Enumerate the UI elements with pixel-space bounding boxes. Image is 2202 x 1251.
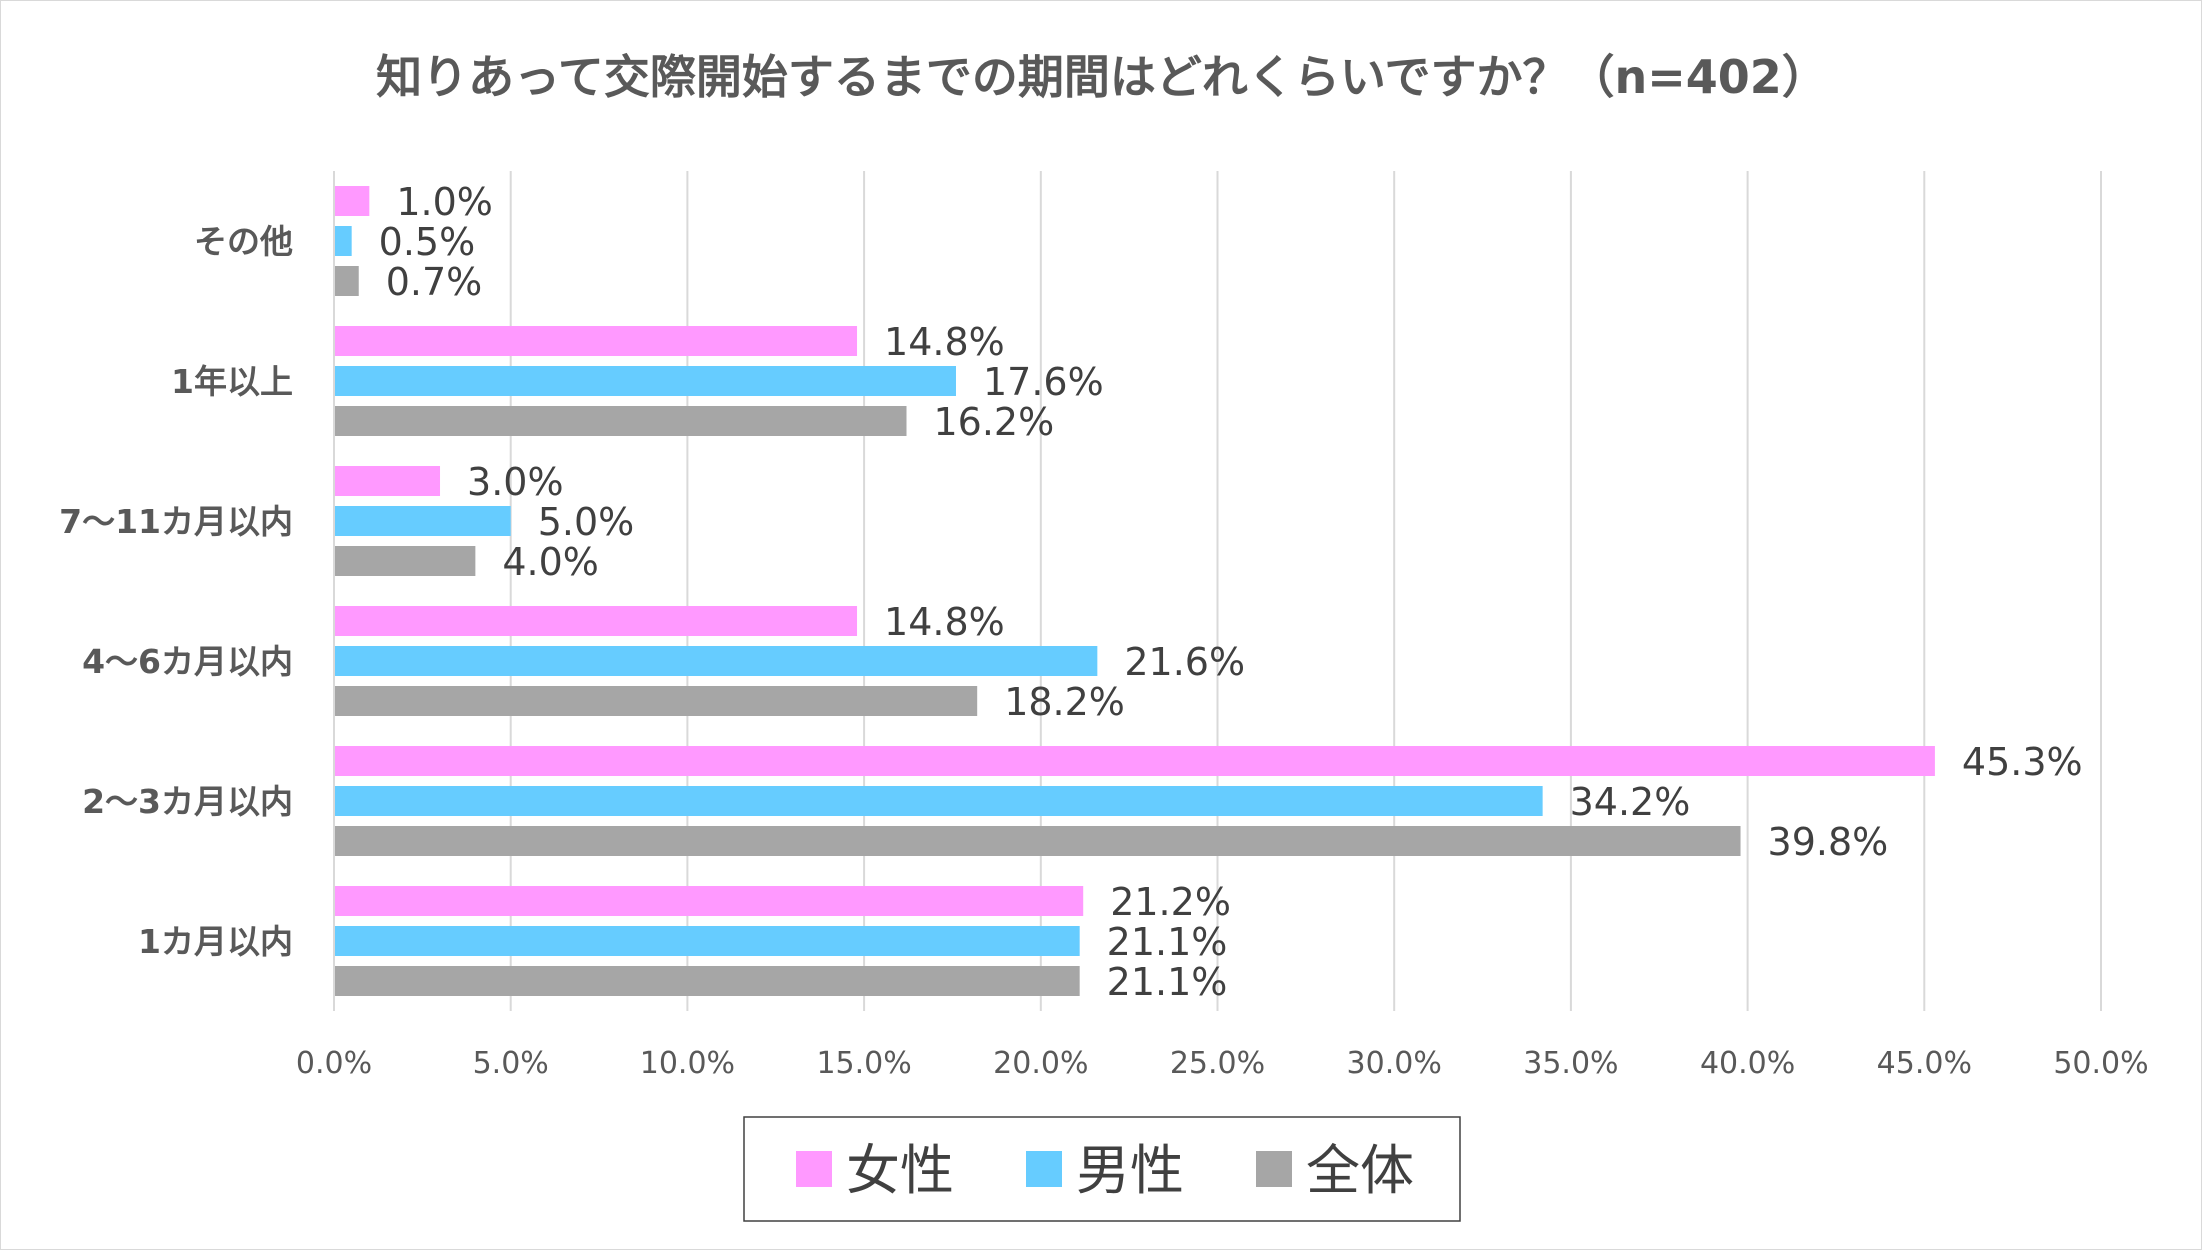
legend-swatch <box>796 1151 832 1187</box>
bar <box>334 826 1741 856</box>
data-label: 0.5% <box>379 220 476 264</box>
gridlines <box>509 171 2102 1011</box>
legend-swatch <box>1256 1151 1292 1187</box>
legend-label: 全体 <box>1306 1139 1414 1202</box>
data-label: 5.0% <box>538 500 635 544</box>
bar <box>334 266 359 296</box>
bar <box>334 886 1084 916</box>
bar <box>334 366 956 396</box>
data-label: 3.0% <box>467 460 564 504</box>
x-tick-label: 0.0% <box>296 1046 372 1081</box>
bars <box>334 186 1935 996</box>
data-label: 21.1% <box>1107 920 1228 964</box>
bar <box>334 226 352 256</box>
x-tick-label: 15.0% <box>816 1046 911 1081</box>
bar <box>334 606 858 636</box>
data-label: 17.6% <box>983 360 1104 404</box>
category-label: 1年以上 <box>171 362 293 401</box>
data-labels: 1.0%0.5%0.7%14.8%17.6%16.2%3.0%5.0%4.0%1… <box>379 180 2083 1004</box>
x-tick-label: 10.0% <box>640 1046 735 1081</box>
data-label: 14.8% <box>884 320 1005 364</box>
data-label: 21.2% <box>1110 880 1231 924</box>
data-label: 39.8% <box>1768 820 1889 864</box>
data-label: 14.8% <box>884 600 1005 644</box>
data-label: 21.1% <box>1107 960 1228 1004</box>
legend-box <box>743 1116 1461 1222</box>
data-label: 1.0% <box>396 180 493 224</box>
legend: 女性 男性 全体 <box>743 1116 1461 1222</box>
category-label: その他 <box>194 222 293 261</box>
category-label: 4～6カ月以内 <box>82 642 293 681</box>
data-label: 18.2% <box>1004 680 1125 724</box>
bar <box>334 506 511 536</box>
category-label: 7～11カ月以内 <box>59 502 293 541</box>
data-label: 0.7% <box>386 260 483 304</box>
chart-title: 知りあって交際開始するまでの期間はどれくらいですか？（n=402） <box>376 50 1828 104</box>
bar <box>334 686 978 716</box>
x-tick-label: 5.0% <box>473 1046 549 1081</box>
legend-label: 男性 <box>1076 1139 1184 1202</box>
axes: 0.0% 5.0% 10.0% 15.0% 20.0% 25.0% 30.0% 35.0% 40… <box>59 171 2149 1081</box>
x-tick-label: 35.0% <box>1523 1046 1618 1081</box>
x-tick-label: 20.0% <box>993 1046 1088 1081</box>
x-tick-label: 40.0% <box>1700 1046 1795 1081</box>
data-label: 34.2% <box>1570 780 1691 824</box>
category-label: 1カ月以内 <box>138 922 293 961</box>
legend-swatch <box>1026 1151 1062 1187</box>
data-label: 45.3% <box>1962 740 2083 784</box>
data-label: 16.2% <box>934 400 1055 444</box>
bar <box>334 926 1080 956</box>
x-tick-label: 50.0% <box>2053 1046 2148 1081</box>
legend-label: 女性 <box>846 1139 954 1202</box>
bar <box>334 406 907 436</box>
bar <box>334 466 441 496</box>
bar <box>334 746 1935 776</box>
bar <box>334 646 1098 676</box>
category-label: 2～3カ月以内 <box>82 782 293 821</box>
bar <box>334 186 370 216</box>
data-label: 4.0% <box>502 540 599 584</box>
bar <box>334 966 1080 996</box>
bar <box>334 326 858 356</box>
data-label: 21.6% <box>1124 640 1245 684</box>
x-tick-label: 30.0% <box>1347 1046 1442 1081</box>
bar <box>334 546 476 576</box>
bar <box>334 786 1543 816</box>
x-tick-label: 45.0% <box>1877 1046 1972 1081</box>
x-tick-label: 25.0% <box>1170 1046 1265 1081</box>
